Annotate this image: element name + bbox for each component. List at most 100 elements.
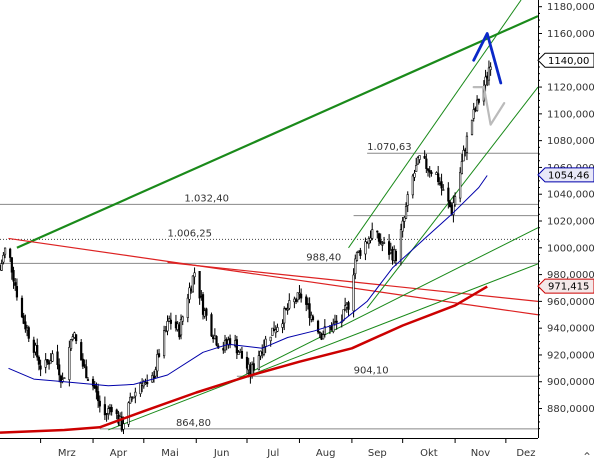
candle-body	[240, 350, 244, 359]
candle-body	[359, 250, 362, 256]
candle-body	[103, 404, 106, 416]
candle-body	[283, 308, 286, 324]
projection-down	[472, 86, 506, 126]
candle-body	[245, 356, 249, 369]
candle-body	[435, 172, 438, 175]
candle-body	[472, 109, 475, 119]
candle-body	[448, 201, 452, 207]
candle-body	[49, 360, 52, 364]
y-tick-label: 1160,000	[547, 29, 594, 40]
candle-body	[460, 161, 463, 174]
candle-body	[9, 248, 12, 258]
candle-body	[164, 330, 167, 332]
candle-body	[2, 255, 5, 263]
candle-body	[477, 98, 480, 103]
x-tick-label: Okt	[420, 448, 438, 459]
candle-body	[212, 336, 215, 340]
y-tick-label: 1000,000	[547, 243, 594, 254]
candle-body	[139, 383, 142, 395]
candle-body	[316, 320, 320, 333]
candle-body	[276, 327, 279, 332]
y-tick-label: 1180,000	[547, 2, 594, 13]
price-badge	[537, 52, 594, 68]
candle-body	[127, 402, 130, 425]
candle-body	[437, 173, 440, 183]
candle-body	[205, 308, 208, 316]
candle-body	[132, 396, 135, 399]
candle-body	[459, 172, 462, 199]
candle-body	[261, 351, 264, 354]
candle-body	[200, 295, 203, 298]
candle-body	[44, 359, 47, 368]
candle-body	[298, 292, 301, 295]
level-label: 988,40	[306, 252, 341, 263]
y-axis-ticks: 880,0000 900,0000 920,0000 940,0000 960,0000…	[538, 2, 594, 430]
price-badge-label: 971,415	[548, 282, 589, 293]
candle-body	[371, 229, 374, 239]
candle-body	[51, 353, 54, 362]
candle-body	[193, 272, 196, 278]
y-tick-label: 1120,000	[547, 83, 594, 94]
candle-body	[274, 329, 277, 334]
y-tick-label: 900,0000	[547, 377, 594, 388]
candle-body	[369, 237, 372, 241]
candle-body	[281, 323, 284, 328]
candle-body	[225, 339, 228, 345]
candle-body	[176, 323, 179, 330]
trendline-support-rising-1	[108, 263, 538, 431]
candle-body	[399, 229, 403, 261]
candle-body	[115, 409, 118, 415]
candle-body	[342, 309, 345, 321]
candle-body	[415, 165, 418, 172]
y-tick-label: 920,0000	[547, 350, 594, 361]
candle-body	[352, 274, 355, 312]
candle-body	[168, 318, 171, 322]
candle-body	[428, 170, 431, 173]
candle-body	[423, 156, 426, 159]
resize-corner-icon[interactable]: ⌃	[582, 450, 592, 464]
candle-body	[191, 275, 194, 293]
candle-body	[300, 293, 303, 299]
candle-body	[357, 250, 360, 253]
candle-body	[474, 108, 477, 111]
candle-body	[391, 248, 394, 261]
x-tick-label: Jun	[213, 448, 230, 459]
candle-body	[347, 302, 350, 310]
candle-body	[271, 327, 274, 336]
candle-body	[376, 230, 379, 233]
candle-body	[215, 336, 218, 346]
candle-body	[37, 357, 41, 365]
level-label: 1.070,63	[367, 142, 412, 153]
candle-body	[450, 204, 453, 215]
candle-body	[201, 294, 205, 315]
candle-body	[91, 378, 95, 387]
candlesticks	[0, 60, 492, 435]
candle-body	[63, 377, 66, 379]
candle-body	[486, 75, 489, 79]
candle-body	[190, 289, 193, 291]
candle-body	[3, 247, 7, 255]
candle-body	[95, 386, 98, 393]
candle-body	[188, 287, 191, 300]
candle-body	[129, 396, 132, 404]
y-tick-label: 1100,000	[547, 109, 594, 120]
candle-body	[108, 407, 112, 409]
level-label: 1.006,25	[167, 228, 212, 239]
candle-body	[333, 321, 337, 324]
y-tick-label: 960,0000	[547, 297, 594, 308]
candle-body	[15, 286, 19, 298]
candle-body	[237, 352, 240, 355]
candle-body	[284, 307, 288, 310]
candle-body	[454, 196, 457, 206]
candle-body	[163, 330, 166, 357]
candle-body	[257, 355, 260, 371]
candle-body	[75, 334, 78, 342]
candle-body	[120, 416, 123, 431]
y-tick-label: 940,0000	[547, 324, 594, 335]
candle-body	[430, 171, 433, 174]
candle-body	[179, 319, 183, 336]
candle-body	[345, 303, 348, 308]
candle-body	[25, 327, 29, 331]
price-badge-label: 1054,46	[548, 170, 589, 181]
level-label: 864,80	[176, 418, 211, 429]
